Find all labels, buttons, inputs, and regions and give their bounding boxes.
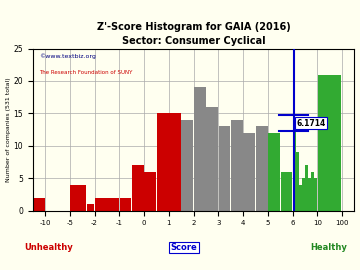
Bar bbox=[314, 178, 317, 211]
Text: The Research Foundation of SUNY: The Research Foundation of SUNY bbox=[39, 70, 132, 75]
Bar bbox=[231, 120, 243, 211]
Text: 6.1714: 6.1714 bbox=[296, 119, 325, 128]
Bar bbox=[157, 113, 168, 211]
Bar bbox=[311, 172, 314, 211]
Bar bbox=[280, 172, 292, 211]
Title: Z'-Score Histogram for GAIA (2016)
Sector: Consumer Cyclical: Z'-Score Histogram for GAIA (2016) Secto… bbox=[97, 22, 291, 46]
Bar bbox=[318, 75, 341, 211]
Bar bbox=[95, 198, 119, 211]
Text: Healthy: Healthy bbox=[310, 243, 347, 252]
Bar bbox=[206, 107, 218, 211]
Bar bbox=[144, 172, 156, 211]
Bar bbox=[293, 126, 296, 211]
Bar bbox=[268, 133, 280, 211]
Bar bbox=[305, 165, 308, 211]
Bar bbox=[194, 87, 206, 211]
Bar bbox=[132, 165, 144, 211]
Bar bbox=[256, 126, 267, 211]
Bar bbox=[78, 185, 86, 211]
Y-axis label: Number of companies (531 total): Number of companies (531 total) bbox=[5, 77, 10, 182]
Bar bbox=[308, 178, 311, 211]
Text: Unhealthy: Unhealthy bbox=[24, 243, 73, 252]
Text: ©www.textbiz.org: ©www.textbiz.org bbox=[39, 53, 96, 59]
Bar bbox=[70, 185, 78, 211]
Text: Score: Score bbox=[171, 243, 197, 252]
Bar bbox=[243, 133, 255, 211]
Bar bbox=[169, 113, 181, 211]
Bar bbox=[31, 198, 45, 211]
Bar bbox=[296, 152, 299, 211]
Bar bbox=[299, 185, 302, 211]
Bar bbox=[219, 126, 230, 211]
Bar bbox=[86, 204, 94, 211]
Bar bbox=[181, 120, 193, 211]
Bar bbox=[302, 178, 305, 211]
Bar bbox=[120, 198, 131, 211]
